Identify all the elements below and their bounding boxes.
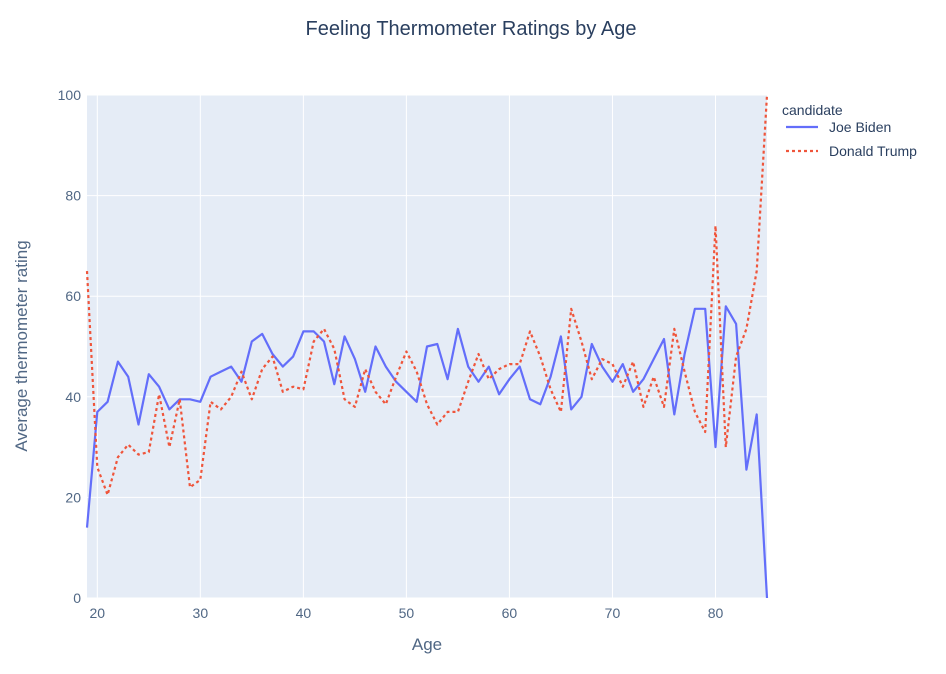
- x-tick-label: 40: [296, 605, 312, 621]
- x-axis-title: Age: [412, 635, 442, 654]
- x-axis-ticks: 20 30 40 50 60 70 80: [90, 605, 724, 621]
- legend: candidate Joe Biden Donald Trump: [782, 102, 917, 159]
- chart-title: Feeling Thermometer Ratings by Age: [306, 18, 637, 40]
- x-tick-label: 60: [502, 605, 518, 621]
- legend-entries: Joe Biden Donald Trump: [786, 119, 917, 159]
- x-tick-label: 50: [399, 605, 415, 621]
- y-tick-label: 40: [65, 389, 81, 405]
- y-tick-label: 20: [65, 489, 81, 505]
- legend-title: candidate: [782, 102, 843, 118]
- y-axis-title: Average thermometer rating: [12, 240, 31, 451]
- y-tick-label: 0: [73, 590, 81, 606]
- x-tick-label: 70: [605, 605, 621, 621]
- y-axis-ticks: 0 20 40 60 80 100: [58, 87, 82, 606]
- legend-label: Donald Trump: [829, 143, 917, 159]
- y-tick-label: 80: [65, 188, 81, 204]
- x-tick-label: 20: [90, 605, 106, 621]
- x-tick-label: 30: [193, 605, 209, 621]
- y-tick-label: 60: [65, 288, 81, 304]
- series-line-joe-biden: [85, 305, 769, 599]
- series-lines: [85, 94, 769, 599]
- y-tick-label: 100: [58, 87, 82, 103]
- grid-lines: [87, 94, 767, 599]
- legend-label: Joe Biden: [829, 119, 891, 135]
- x-tick-label: 80: [708, 605, 724, 621]
